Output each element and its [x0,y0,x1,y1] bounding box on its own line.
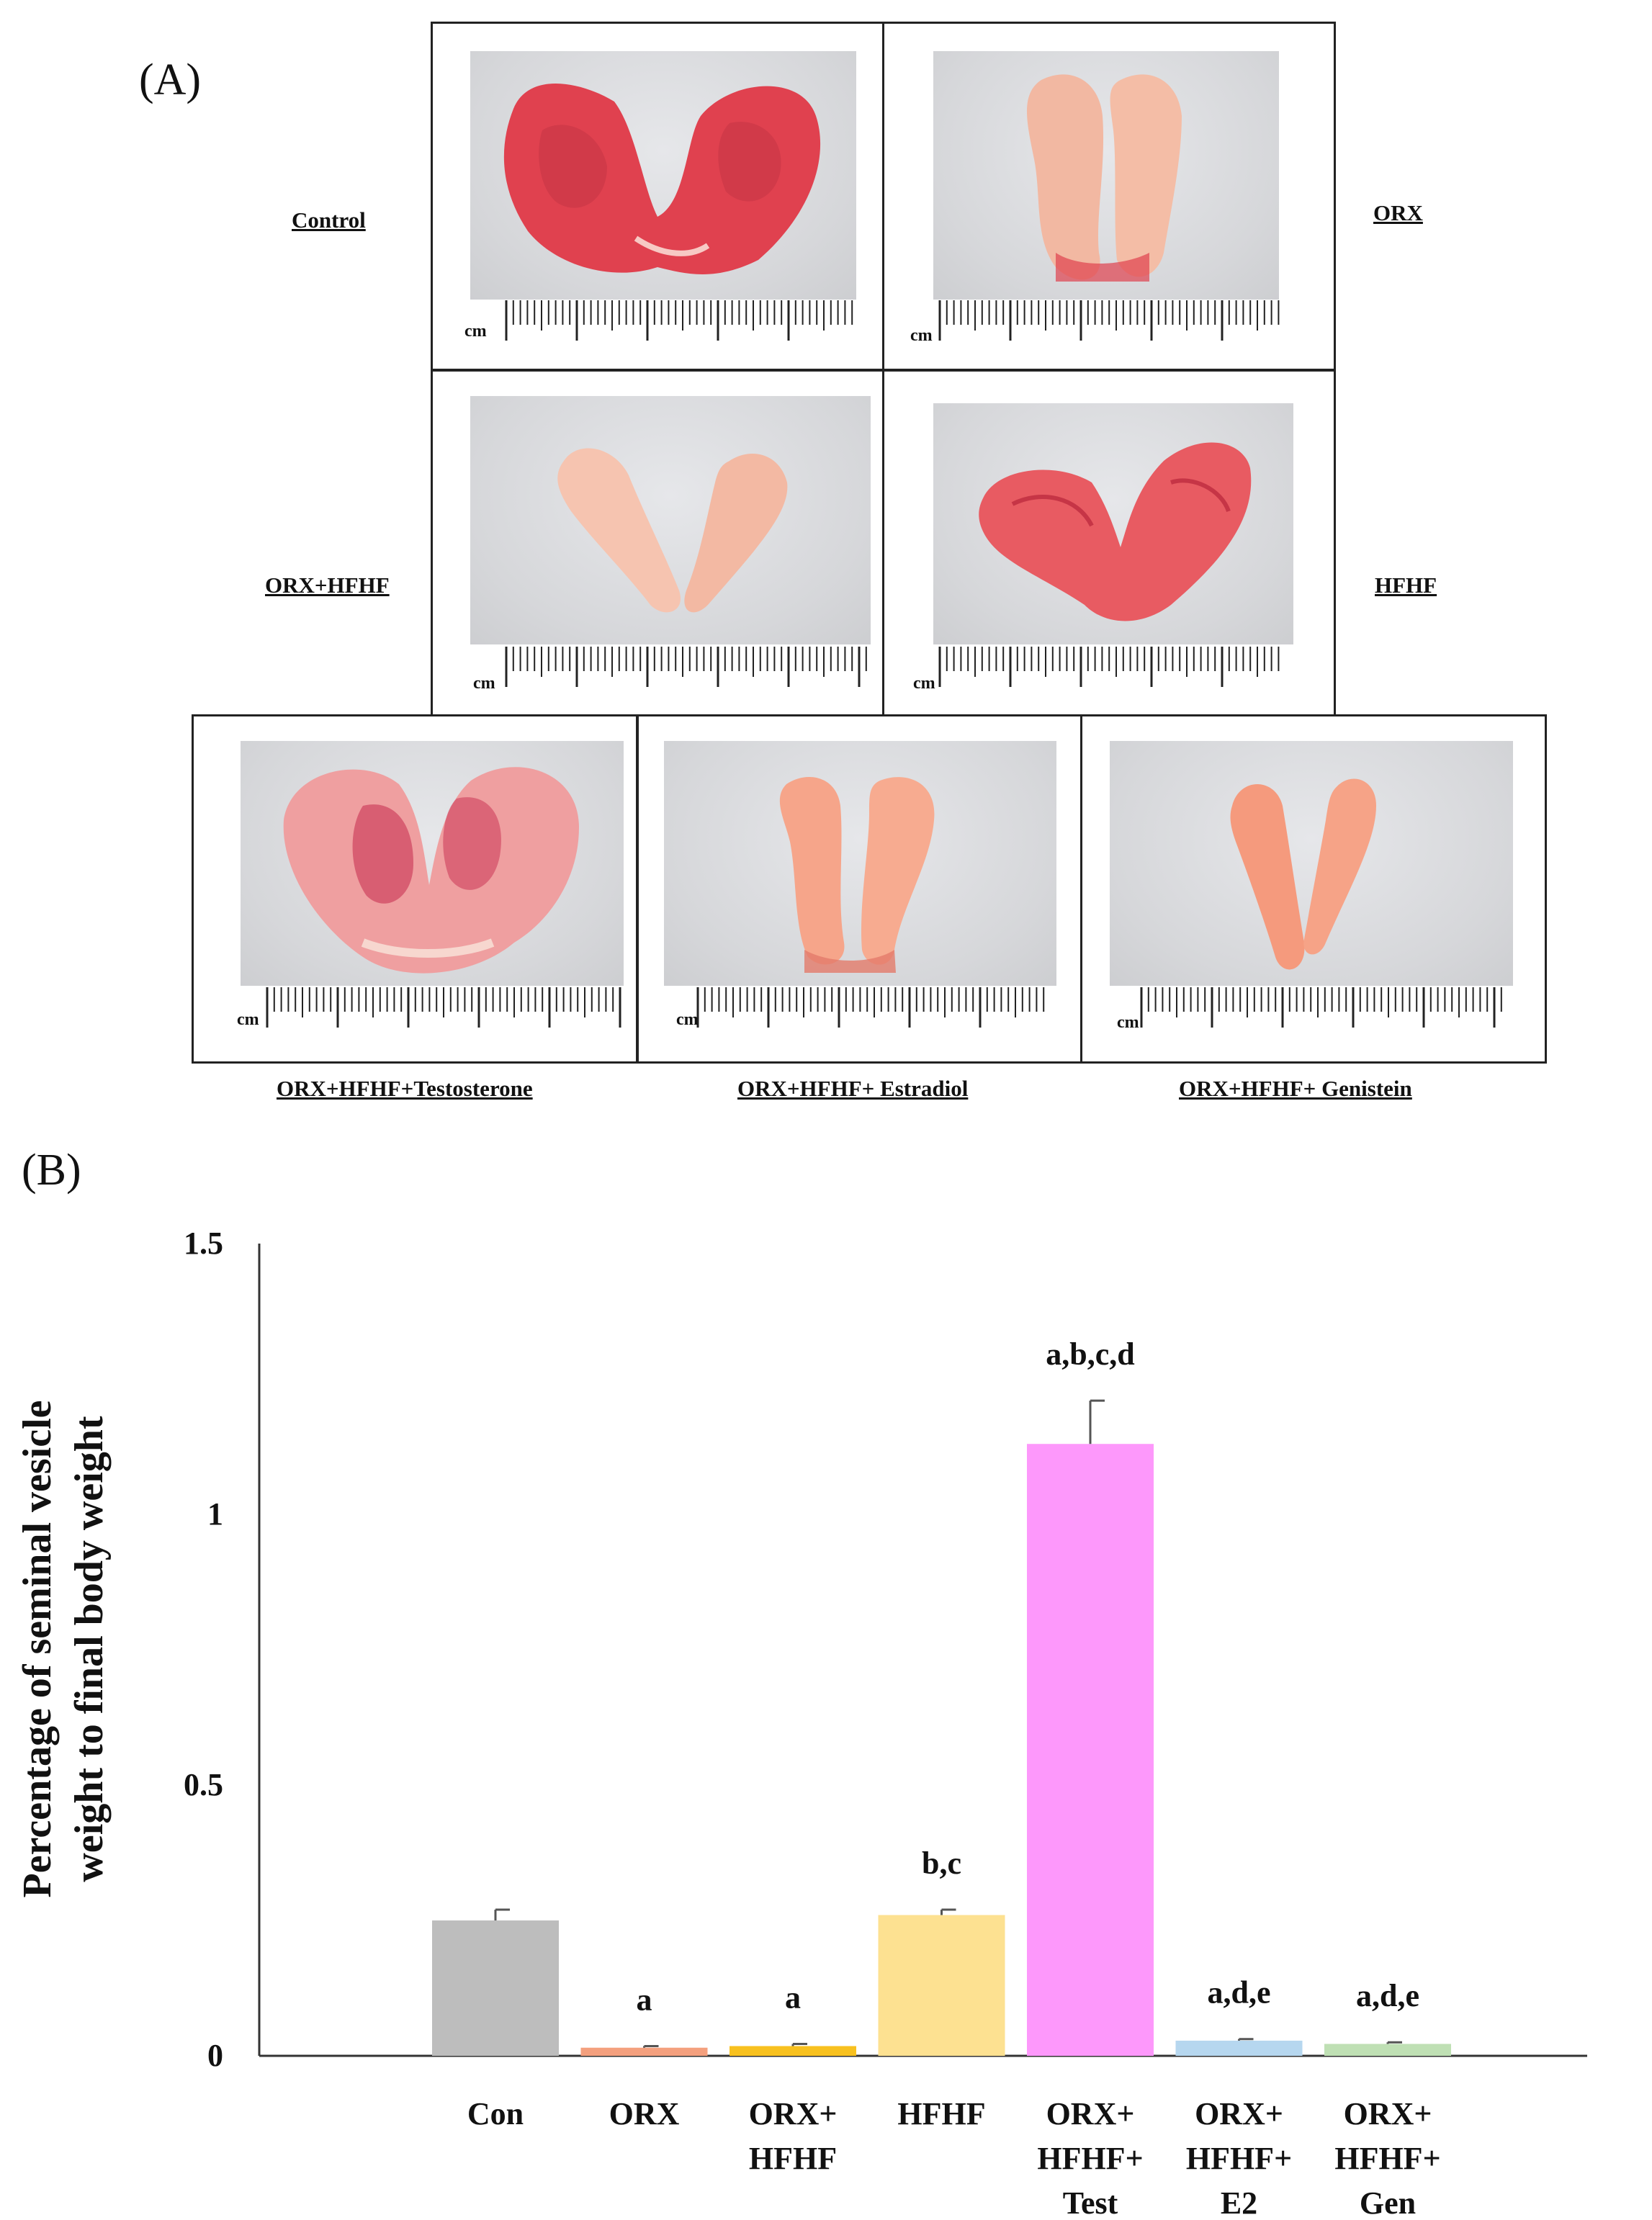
category-label-7: HFHF+ [1334,2141,1440,2176]
y-tick-label: 0.5 [184,1767,223,1802]
bar-5 [1027,1444,1154,2056]
category-label-5: ORX+ [1046,2096,1135,2131]
category-label-3: HFHF [749,2141,837,2176]
bar-6 [1175,2040,1303,2056]
significance-label-7: a,d,e [1356,1978,1419,2013]
seminal-vesicle-photo-orx-hfhf [470,396,871,644]
bar-4 [878,1915,1005,2056]
category-label-5: HFHF+ [1037,2141,1143,2176]
cm-label: cm [464,322,487,341]
label-testosterone: ORX+HFHF+Testosterone [277,1076,533,1101]
y-tick-label: 1 [207,1496,223,1532]
bar-7 [1324,2044,1451,2056]
cm-label: cm [913,674,935,693]
category-label-1: Con [467,2096,524,2131]
panel-b-letter: (B) [22,1146,81,1195]
category-label-3: ORX+ [749,2096,838,2131]
category-label-2: ORX [609,2096,680,2131]
ruler-estradiol [696,986,1049,1030]
photo-frame-orx: cm [882,22,1336,371]
seminal-vesicle-photo-hfhf [933,403,1293,644]
category-label-7: ORX+ [1344,2096,1432,2131]
cm-label: cm [910,326,933,345]
label-orx-hfhf: ORX+HFHF [265,572,390,598]
ruler-genistein [1140,986,1507,1030]
panel-a-letter: (A) [139,55,202,104]
label-estradiol: ORX+HFHF+ Estradiol [737,1076,969,1101]
photo-frame-estradiol: cm [637,714,1083,1064]
photo-frame-genistein: cm [1080,714,1547,1064]
bar-2 [580,2047,708,2056]
category-label-7: Gen [1360,2185,1416,2220]
cm-label: cm [1117,1013,1139,1032]
category-label-5: Test [1063,2185,1118,2220]
seminal-vesicle-photo-orx [933,51,1279,300]
photo-frame-control: cm [431,22,884,371]
significance-label-6: a,d,e [1208,1975,1271,2010]
ruler-testosterone [266,986,626,1030]
ruler-hfhf [938,645,1284,690]
seminal-vesicle-photo-estradiol [664,741,1056,986]
ruler-orx-hfhf [505,645,872,690]
label-genistein: ORX+HFHF+ Genistein [1179,1076,1412,1101]
seminal-vesicle-photo-control [470,51,856,300]
label-hfhf: HFHF [1375,572,1437,598]
significance-label-3: a [785,1979,801,2015]
significance-label-5: a,b,c,d [1046,1336,1134,1372]
cm-label: cm [676,1010,699,1029]
seminal-vesicle-photo-genistein [1110,741,1513,986]
significance-label-4: b,c [922,1846,961,1881]
ruler-orx [938,299,1284,343]
y-tick-label: 1.5 [184,1226,223,1261]
y-tick-label: 0 [207,2038,223,2073]
category-label-4: HFHF [897,2096,985,2131]
category-label-6: E2 [1221,2185,1257,2220]
ruler-control [505,299,858,343]
photo-frame-hfhf: cm [882,369,1336,716]
label-control: Control [292,207,366,233]
y-axis-title: weight to final body weight [67,1416,112,1882]
y-axis-title: Percentage of seminal vesicle [15,1401,60,1898]
label-orx: ORX [1373,200,1423,225]
category-label-6: ORX+ [1195,2096,1283,2131]
cm-label: cm [473,674,495,693]
seminal-vesicle-photo-testosterone [241,741,624,986]
cm-label: cm [237,1010,259,1029]
bar-1 [432,1920,559,2056]
category-label-6: HFHF+ [1186,2141,1292,2176]
bar-3 [730,2046,856,2056]
photo-frame-testosterone: cm [192,714,638,1064]
significance-label-2: a [637,1982,652,2017]
